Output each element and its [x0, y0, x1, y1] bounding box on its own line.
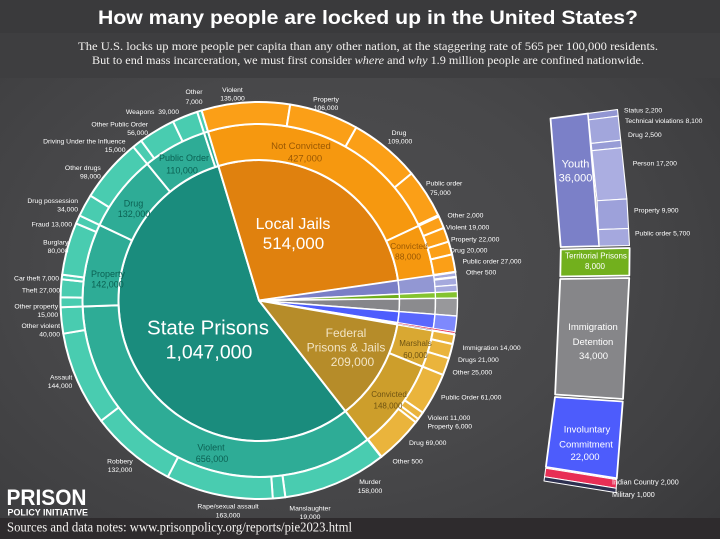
svg-text:Youth: Youth — [562, 159, 590, 171]
svg-text:109,000: 109,000 — [388, 139, 413, 146]
svg-text:Property 22,000: Property 22,000 — [451, 237, 500, 244]
svg-text:Involuntary: Involuntary — [564, 425, 611, 436]
svg-text:75,000: 75,000 — [430, 190, 451, 197]
svg-text:Drug 69,000: Drug 69,000 — [409, 440, 447, 447]
svg-text:Indian Country 2,000: Indian Country 2,000 — [612, 478, 679, 487]
svg-text:PRISON: PRISON — [7, 485, 87, 510]
svg-text:15,000: 15,000 — [105, 147, 126, 154]
svg-text:Detention: Detention — [573, 337, 614, 348]
svg-text:Robbery: Robbery — [107, 459, 133, 466]
svg-text:How many people are locked up: How many people are locked up in the Uni… — [98, 8, 638, 29]
svg-text:Drug: Drug — [392, 130, 407, 137]
svg-text:34,000: 34,000 — [579, 351, 608, 362]
svg-text:Weapons 39,000: Weapons 39,000 — [126, 109, 179, 116]
svg-text:135,000: 135,000 — [220, 96, 245, 103]
svg-text:Not Convicted: Not Convicted — [271, 141, 331, 152]
svg-text:POLICY INITIATIVE: POLICY INITIATIVE — [8, 508, 89, 518]
svg-text:148,000: 148,000 — [374, 402, 403, 411]
svg-text:Other 500: Other 500 — [393, 459, 423, 466]
svg-text:40,000: 40,000 — [39, 332, 60, 339]
svg-text:7,000: 7,000 — [185, 99, 202, 106]
svg-text:Murder: Murder — [359, 479, 381, 486]
svg-text:80,000: 80,000 — [48, 248, 69, 255]
svg-text:State Prisons: State Prisons — [147, 317, 269, 340]
svg-text:Other Public Order: Other Public Order — [91, 122, 148, 129]
svg-text:427,000: 427,000 — [288, 154, 322, 165]
svg-text:Drug 2,500: Drug 2,500 — [628, 132, 662, 139]
svg-text:8,000: 8,000 — [585, 262, 606, 271]
svg-text:Other 2,000: Other 2,000 — [448, 213, 484, 220]
svg-text:Sources and data notes: www.pr: Sources and data notes: www.prisonpolicy… — [7, 520, 352, 535]
svg-text:Drugs 21,000: Drugs 21,000 — [458, 357, 499, 364]
svg-text:15,000: 15,000 — [37, 312, 58, 319]
svg-text:Car theft 7,000: Car theft 7,000 — [14, 276, 59, 283]
svg-text:Violent 11,000: Violent 11,000 — [428, 415, 471, 422]
svg-text:Other 500: Other 500 — [466, 270, 496, 277]
svg-text:Property: Property — [313, 97, 339, 104]
svg-text:Other violent: Other violent — [21, 323, 60, 330]
svg-text:158,000: 158,000 — [358, 488, 383, 495]
svg-text:Other: Other — [186, 89, 204, 96]
svg-text:Rape/sexual assault: Rape/sexual assault — [197, 504, 258, 511]
svg-text:Violent: Violent — [222, 87, 243, 94]
svg-text:56,000: 56,000 — [127, 130, 148, 137]
svg-text:Federal: Federal — [326, 326, 367, 340]
svg-text:60,000: 60,000 — [403, 351, 428, 360]
svg-text:Military 1,000: Military 1,000 — [612, 490, 655, 499]
svg-text:Prisons & Jails: Prisons & Jails — [307, 341, 386, 355]
svg-text:110,000: 110,000 — [166, 166, 198, 176]
svg-text:34,000: 34,000 — [57, 207, 78, 214]
svg-text:163,000: 163,000 — [216, 513, 241, 520]
svg-text:Assault: Assault — [50, 375, 72, 382]
svg-text:Violent: Violent — [197, 443, 225, 453]
svg-text:142,000: 142,000 — [91, 280, 124, 290]
svg-text:Manslaughter: Manslaughter — [289, 506, 331, 513]
svg-text:Violent 19,000: Violent 19,000 — [446, 225, 490, 232]
svg-text:132,000: 132,000 — [118, 209, 151, 219]
svg-text:Drug possession: Drug possession — [27, 198, 78, 205]
svg-text:Marshals: Marshals — [399, 339, 431, 348]
svg-text:98,000: 98,000 — [80, 174, 101, 181]
svg-text:19,000: 19,000 — [300, 514, 321, 521]
svg-text:Other drugs: Other drugs — [65, 165, 101, 172]
svg-text:132,000: 132,000 — [108, 467, 133, 474]
svg-text:Burglary: Burglary — [43, 240, 69, 247]
svg-text:Territorial Prisons: Territorial Prisons — [565, 252, 627, 261]
svg-text:Drug: Drug — [124, 199, 144, 209]
svg-text:Public Order 61,000: Public Order 61,000 — [441, 395, 502, 402]
svg-text:656,000: 656,000 — [196, 454, 229, 464]
svg-text:Property: Property — [91, 269, 126, 279]
svg-text:Status 2,200: Status 2,200 — [624, 108, 662, 115]
svg-text:1,047,000: 1,047,000 — [166, 342, 253, 364]
svg-text:Public order 27,000: Public order 27,000 — [463, 259, 522, 266]
svg-text:Commitment: Commitment — [559, 440, 613, 451]
svg-text:The U.S. locks up more people: The U.S. locks up more people per capita… — [78, 41, 658, 53]
svg-text:Public order: Public order — [426, 181, 463, 188]
svg-text:Local Jails: Local Jails — [256, 216, 331, 233]
svg-text:Other property: Other property — [14, 304, 58, 311]
svg-text:Other 25,000: Other 25,000 — [453, 370, 493, 377]
svg-text:Property 6,000: Property 6,000 — [428, 424, 473, 431]
svg-text:Immigration: Immigration — [568, 322, 618, 333]
svg-text:Fraud 13,000: Fraud 13,000 — [32, 222, 73, 229]
svg-text:Driving Under the Influence: Driving Under the Influence — [43, 139, 126, 146]
svg-text:Drug 20,000: Drug 20,000 — [450, 248, 488, 255]
svg-text:514,000: 514,000 — [263, 234, 324, 253]
svg-text:209,000: 209,000 — [331, 355, 375, 369]
svg-text:Public Order: Public Order — [159, 153, 209, 163]
svg-text:But to end mass incarceration,: But to end mass incarceration, we must f… — [92, 55, 644, 67]
svg-text:Person 17,200: Person 17,200 — [633, 161, 677, 168]
svg-text:88,000: 88,000 — [395, 252, 421, 262]
svg-text:36,000: 36,000 — [559, 173, 593, 185]
svg-text:Public order 5,700: Public order 5,700 — [635, 230, 690, 237]
svg-text:22,000: 22,000 — [570, 452, 599, 463]
svg-text:Convicted: Convicted — [371, 390, 407, 399]
svg-text:Immigration 14,000: Immigration 14,000 — [463, 345, 521, 352]
svg-text:Technical violations 8,100: Technical violations 8,100 — [625, 118, 703, 125]
svg-text:Theft 27,000: Theft 27,000 — [22, 288, 60, 295]
svg-text:Convicted: Convicted — [390, 241, 428, 251]
svg-text:Property 9,900: Property 9,900 — [634, 208, 679, 215]
svg-text:144,000: 144,000 — [48, 383, 73, 390]
svg-text:106,000: 106,000 — [314, 105, 339, 112]
